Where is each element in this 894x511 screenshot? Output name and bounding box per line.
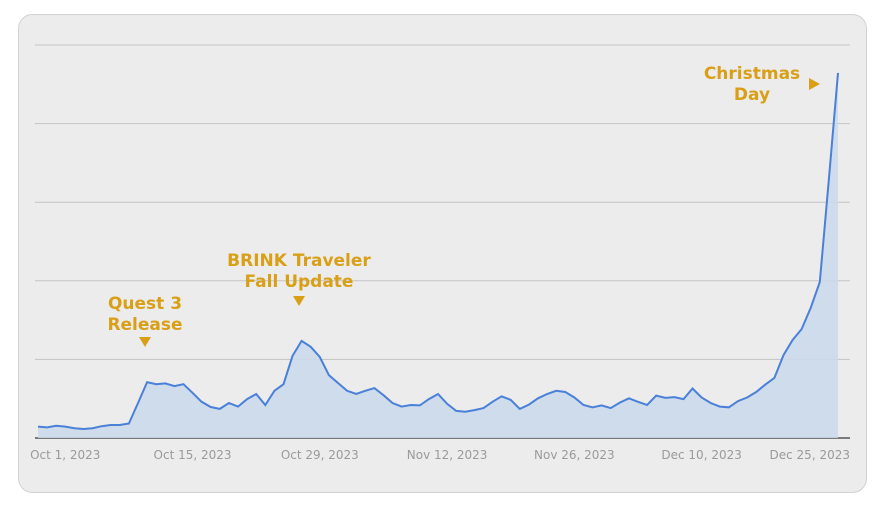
x-tick-label: Dec 25, 2023 [770, 448, 850, 462]
annotation-arrow [809, 78, 820, 90]
annotation: Christmas [704, 64, 800, 84]
annotation-arrow [293, 296, 305, 306]
line [37, 72, 839, 431]
x-tick-label: Nov 12, 2023 [407, 448, 488, 462]
x-tick-label: Oct 15, 2023 [154, 448, 232, 462]
x-tick-label: Oct 29, 2023 [281, 448, 359, 462]
x-tick-label: Dec 10, 2023 [661, 448, 741, 462]
area [38, 72, 838, 439]
x-tick-label: Oct 1, 2023 [30, 448, 100, 462]
card [18, 14, 867, 493]
annotation: Quest 3 [108, 294, 182, 314]
annotation: Release [107, 315, 182, 335]
annotation: BRINK Traveler [227, 251, 371, 271]
x-tick-label: Nov 26, 2023 [534, 448, 615, 462]
annotation: Fall Update [245, 272, 354, 292]
annotation: Day [734, 85, 770, 105]
annotation-arrow [139, 337, 151, 347]
